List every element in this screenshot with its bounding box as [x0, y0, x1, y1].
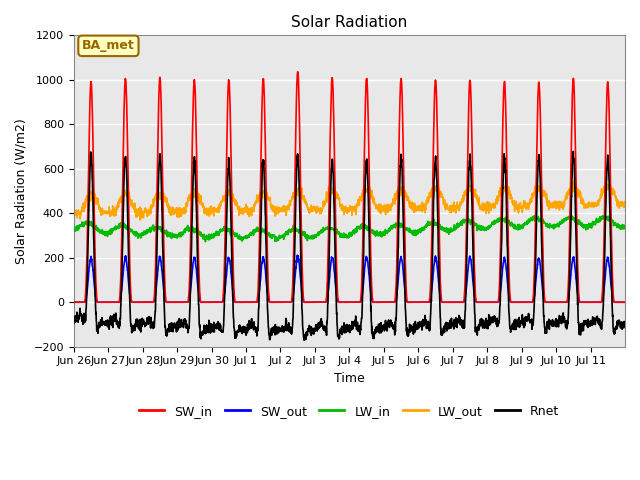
SW_out [614, 300, 621, 305]
SW_out [383, 300, 390, 305]
Line: Rnet: Rnet [74, 151, 625, 340]
LW_in [383, 228, 390, 234]
Line: LW_in: LW_in [74, 215, 625, 242]
Rnet [70, 320, 77, 326]
Rnet [383, 324, 390, 329]
SW_out [125, 283, 132, 289]
LW_out [383, 204, 390, 210]
Rnet [547, 319, 554, 324]
Title: Solar Radiation: Solar Radiation [291, 15, 408, 30]
SW_in [621, 300, 629, 305]
LW_out [516, 201, 524, 207]
LW_in [70, 228, 77, 234]
SW_in [244, 300, 252, 305]
SW_in [70, 300, 77, 305]
SW_in [547, 300, 554, 305]
SW_out [244, 300, 252, 305]
LW_in [621, 224, 629, 230]
Y-axis label: Solar Radiation (W/m2): Solar Radiation (W/m2) [15, 118, 28, 264]
SW_out [621, 300, 629, 305]
SW_in [125, 217, 132, 223]
X-axis label: Time: Time [334, 372, 365, 385]
Line: LW_out: LW_out [74, 181, 625, 220]
LW_out [136, 217, 144, 223]
Text: BA_met: BA_met [82, 39, 135, 52]
Rnet [125, 270, 132, 276]
SW_in [614, 300, 621, 305]
SW_out [547, 300, 554, 305]
LW_in [614, 222, 621, 228]
SW_out [516, 300, 524, 305]
LW_out [547, 204, 554, 209]
SW_out [294, 252, 301, 258]
LW_in [516, 226, 524, 232]
SW_in [383, 300, 390, 305]
Rnet [300, 337, 308, 343]
LW_in [547, 223, 554, 228]
Line: SW_out: SW_out [74, 255, 625, 302]
Line: SW_in: SW_in [74, 72, 625, 302]
LW_out [125, 189, 132, 195]
LW_in [244, 233, 252, 239]
LW_in [202, 239, 209, 245]
Rnet [516, 324, 524, 330]
Legend: SW_in, SW_out, LW_in, LW_out, Rnet: SW_in, SW_out, LW_in, LW_out, Rnet [134, 400, 564, 423]
LW_in [125, 226, 132, 232]
LW_out [70, 207, 77, 213]
SW_out [70, 300, 77, 305]
Rnet [621, 324, 629, 330]
LW_out [244, 208, 252, 214]
Rnet [570, 148, 577, 154]
SW_in [294, 69, 301, 74]
Rnet [244, 325, 252, 331]
LW_out [621, 199, 629, 204]
LW_out [614, 198, 621, 204]
SW_in [516, 300, 524, 305]
LW_in [601, 212, 609, 218]
LW_out [570, 178, 577, 184]
Rnet [614, 323, 621, 329]
